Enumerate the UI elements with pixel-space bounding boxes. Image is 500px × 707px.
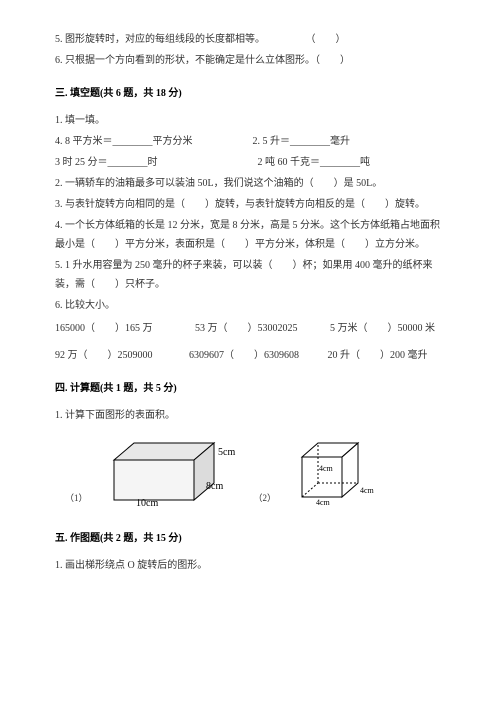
fill-q1-c: 3 时 25 分＝________时 (55, 153, 158, 172)
fill-q1-d: 2 吨 60 千克＝________吨 (258, 153, 371, 172)
fill-q1: 1. 填一填。 (55, 111, 445, 130)
svg-text:10cm: 10cm (136, 498, 158, 507)
fill-q1-row1: 4. 8 平方米＝________平方分米 2. 5 升＝________毫升 (55, 132, 445, 151)
svg-text:4cm: 4cm (316, 498, 331, 507)
tf-q5-text: 5. 图形旋转时，对应的每组线段的长度都相等。 (55, 34, 265, 45)
cmp-1a: 165000（ ）165 万 (55, 323, 153, 334)
cuboid-figure: 5cm 8cm 10cm (106, 435, 236, 507)
cmp-2b: 6309607（ ）6309608 (189, 350, 299, 361)
tf-q6: 6. 只根据一个方向看到的形状，不能确定是什么立体图形。（ ） (55, 51, 445, 70)
svg-text:5cm: 5cm (218, 447, 235, 458)
fill-q1-a: 4. 8 平方米＝________平方分米 (55, 132, 193, 151)
fill-q2: 2. 一辆轿车的油箱最多可以装油 50L，我们说这个油箱的（ ）是 50L。 (55, 174, 445, 193)
figures-row: （1） 5cm 8cm 10cm （2） 4cm 4cm 4cm (65, 435, 445, 507)
svg-text:4cm: 4cm (319, 464, 334, 473)
fill-q3: 3. 与表针旋转方向相同的是（ ）旋转，与表针旋转方向相反的是（ ）旋转。 (55, 195, 445, 214)
cmp-1c: 5 万米（ ）50000 米 (330, 323, 435, 334)
cube-figure: 4cm 4cm 4cm (294, 435, 384, 507)
draw-q1: 1. 画出梯形绕点 O 旋转后的图形。 (55, 556, 445, 575)
cmp-2a: 92 万（ ）2509000 (55, 350, 153, 361)
tf-q5: 5. 图形旋转时，对应的每组线段的长度都相等。 （ ） (55, 30, 445, 49)
fill-q1-row2: 3 时 25 分＝________时 2 吨 60 千克＝________吨 (55, 153, 445, 172)
compare-row2: 92 万（ ）2509000 6309607（ ）6309608 20 升（ ）… (55, 346, 445, 365)
fill-q1-b: 2. 5 升＝________毫升 (253, 132, 351, 151)
section-4-title: 四. 计算题(共 1 题，共 5 分) (55, 379, 445, 398)
tf-q5-paren: （ ） (306, 34, 346, 45)
fig1-label: （1） (65, 490, 88, 507)
worksheet-page: 5. 图形旋转时，对应的每组线段的长度都相等。 （ ） 6. 只根据一个方向看到… (0, 0, 500, 707)
svg-text:8cm: 8cm (206, 481, 223, 492)
svg-text:4cm: 4cm (360, 486, 375, 495)
fill-q5: 5. 1 升水用容量为 250 毫升的杯子来装，可以装（ ）杯；如果用 400 … (55, 256, 445, 294)
fill-q4: 4. 一个长方体纸箱的长是 12 分米，宽是 8 分米，高是 5 分米。这个长方… (55, 216, 445, 254)
fig2-label: （2） (254, 490, 277, 507)
calc-q1: 1. 计算下面图形的表面积。 (55, 406, 445, 425)
section-5-title: 五. 作图题(共 2 题，共 15 分) (55, 529, 445, 548)
fill-q6: 6. 比较大小。 (55, 296, 445, 315)
cmp-1b: 53 万（ ）53002025 (195, 323, 298, 334)
section-3-title: 三. 填空题(共 6 题，共 18 分) (55, 84, 445, 103)
compare-row1: 165000（ ）165 万 53 万（ ）53002025 5 万米（ ）50… (55, 319, 445, 338)
cmp-2c: 20 升（ ）200 毫升 (328, 350, 428, 361)
